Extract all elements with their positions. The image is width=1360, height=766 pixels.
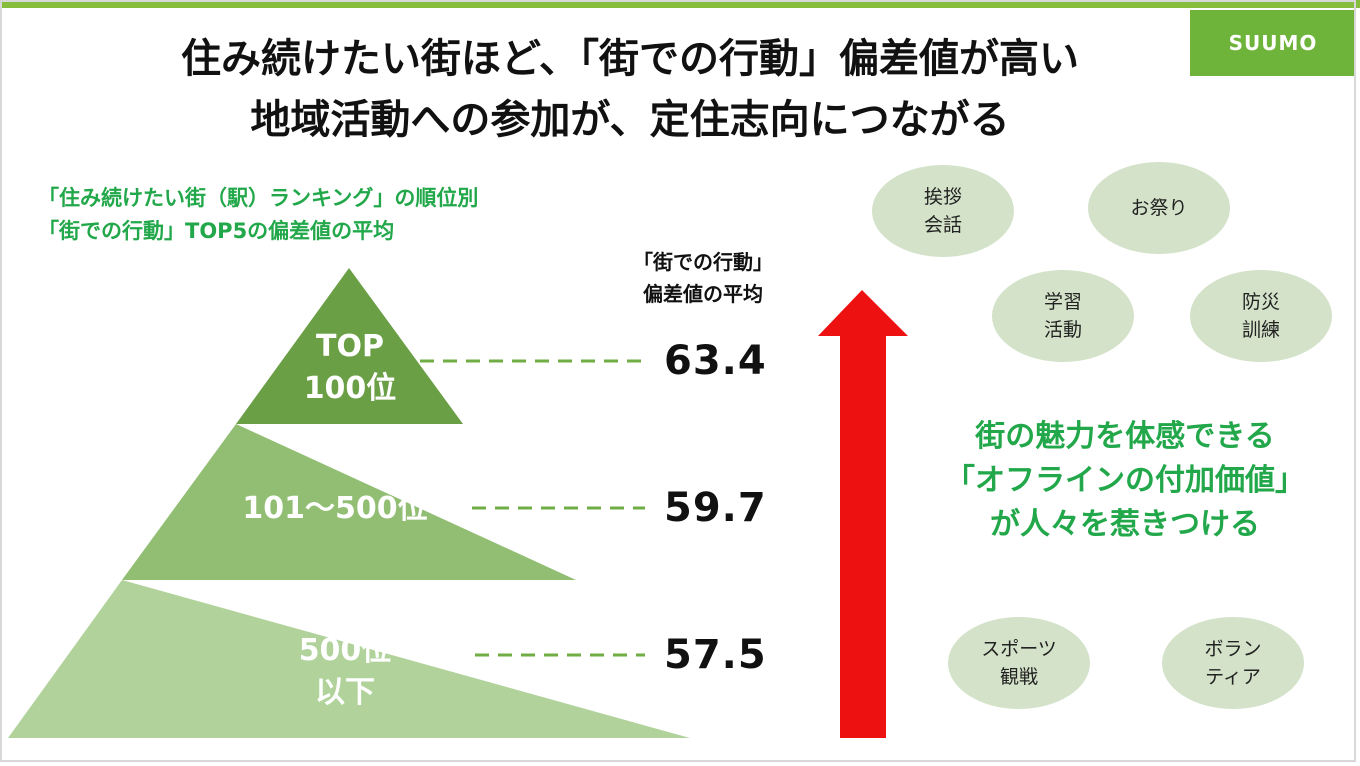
activity-bubble-volunteer: ボラン ティア: [1162, 617, 1304, 709]
activity-label: ティア: [1205, 666, 1261, 688]
activity-bubble-festival: お祭り: [1088, 162, 1230, 254]
page-title-line2: 地域活動への参加が、定住志向につながる: [250, 97, 1010, 143]
tier-label-top-line1: TOP: [316, 329, 384, 364]
tier-label-bottom-line2: 以下: [315, 675, 375, 710]
page-title: 住み続けたい街ほど、「街での行動」偏差値が高い: [181, 36, 1079, 82]
value-label-top: 63.4: [664, 338, 767, 384]
activity-label: 防災: [1241, 291, 1280, 313]
value-column-header: 「街での行動」: [633, 250, 773, 274]
tier-label-top: TOP 100位: [270, 326, 430, 410]
pyramid-tier-bottom: [8, 580, 690, 738]
key-message-line3: が人々を惹きつける: [990, 507, 1260, 542]
value-label-middle: 59.7: [664, 485, 767, 531]
activity-label: 活動: [1043, 319, 1082, 341]
activity-label: スポーツ: [981, 638, 1057, 660]
tier-label-bottom-line1: 500位: [298, 633, 392, 668]
tier-label-bottom: 500位 以下: [260, 630, 430, 714]
activity-label: 挨拶: [923, 186, 962, 208]
tier-label-middle: 101〜500位: [200, 488, 470, 530]
logo-text: SUUMO: [1228, 31, 1318, 55]
pyramid-tier-top: [236, 268, 463, 424]
activity-bubble-sports: スポーツ 観戦: [948, 617, 1090, 709]
activity-bubble-greeting: 挨拶 会話: [872, 165, 1014, 257]
pyramid-tier-middle: [122, 424, 576, 580]
key-message-line2: 「オフラインの付加価値」: [945, 463, 1305, 498]
activity-label: 訓練: [1241, 319, 1280, 341]
chart-subtitle-line2: 「街での行動」TOP5の偏差値の平均: [38, 219, 395, 243]
activity-label: 観戦: [999, 666, 1038, 688]
activity-label: お祭り: [1130, 197, 1188, 219]
tier-label-top-line2: 100位: [303, 371, 397, 406]
key-message: 街の魅力を体感できる 「オフラインの付加価値」 が人々を惹きつける: [920, 415, 1330, 547]
activity-bubble-learning: 学習 活動: [992, 270, 1134, 362]
value-column-header-line2: 偏差値の平均: [643, 282, 763, 306]
key-message-line1: 街の魅力を体感できる: [975, 419, 1275, 454]
upward-arrow: [818, 290, 908, 738]
activity-label: 学習: [1043, 291, 1082, 313]
activity-label: ボラン: [1204, 638, 1262, 660]
tier-label-middle-line1: 101〜500位: [242, 491, 428, 526]
chart-subtitle-line1: 「住み続けたい街（駅）ランキング」の順位別: [38, 186, 479, 210]
suumo-logo: SUUMO: [1190, 10, 1356, 76]
activity-label: 会話: [923, 214, 962, 236]
top-accent-bar: [0, 0, 1360, 8]
value-label-bottom: 57.5: [664, 632, 767, 678]
activity-bubble-disaster-drill: 防災 訓練: [1190, 270, 1332, 362]
